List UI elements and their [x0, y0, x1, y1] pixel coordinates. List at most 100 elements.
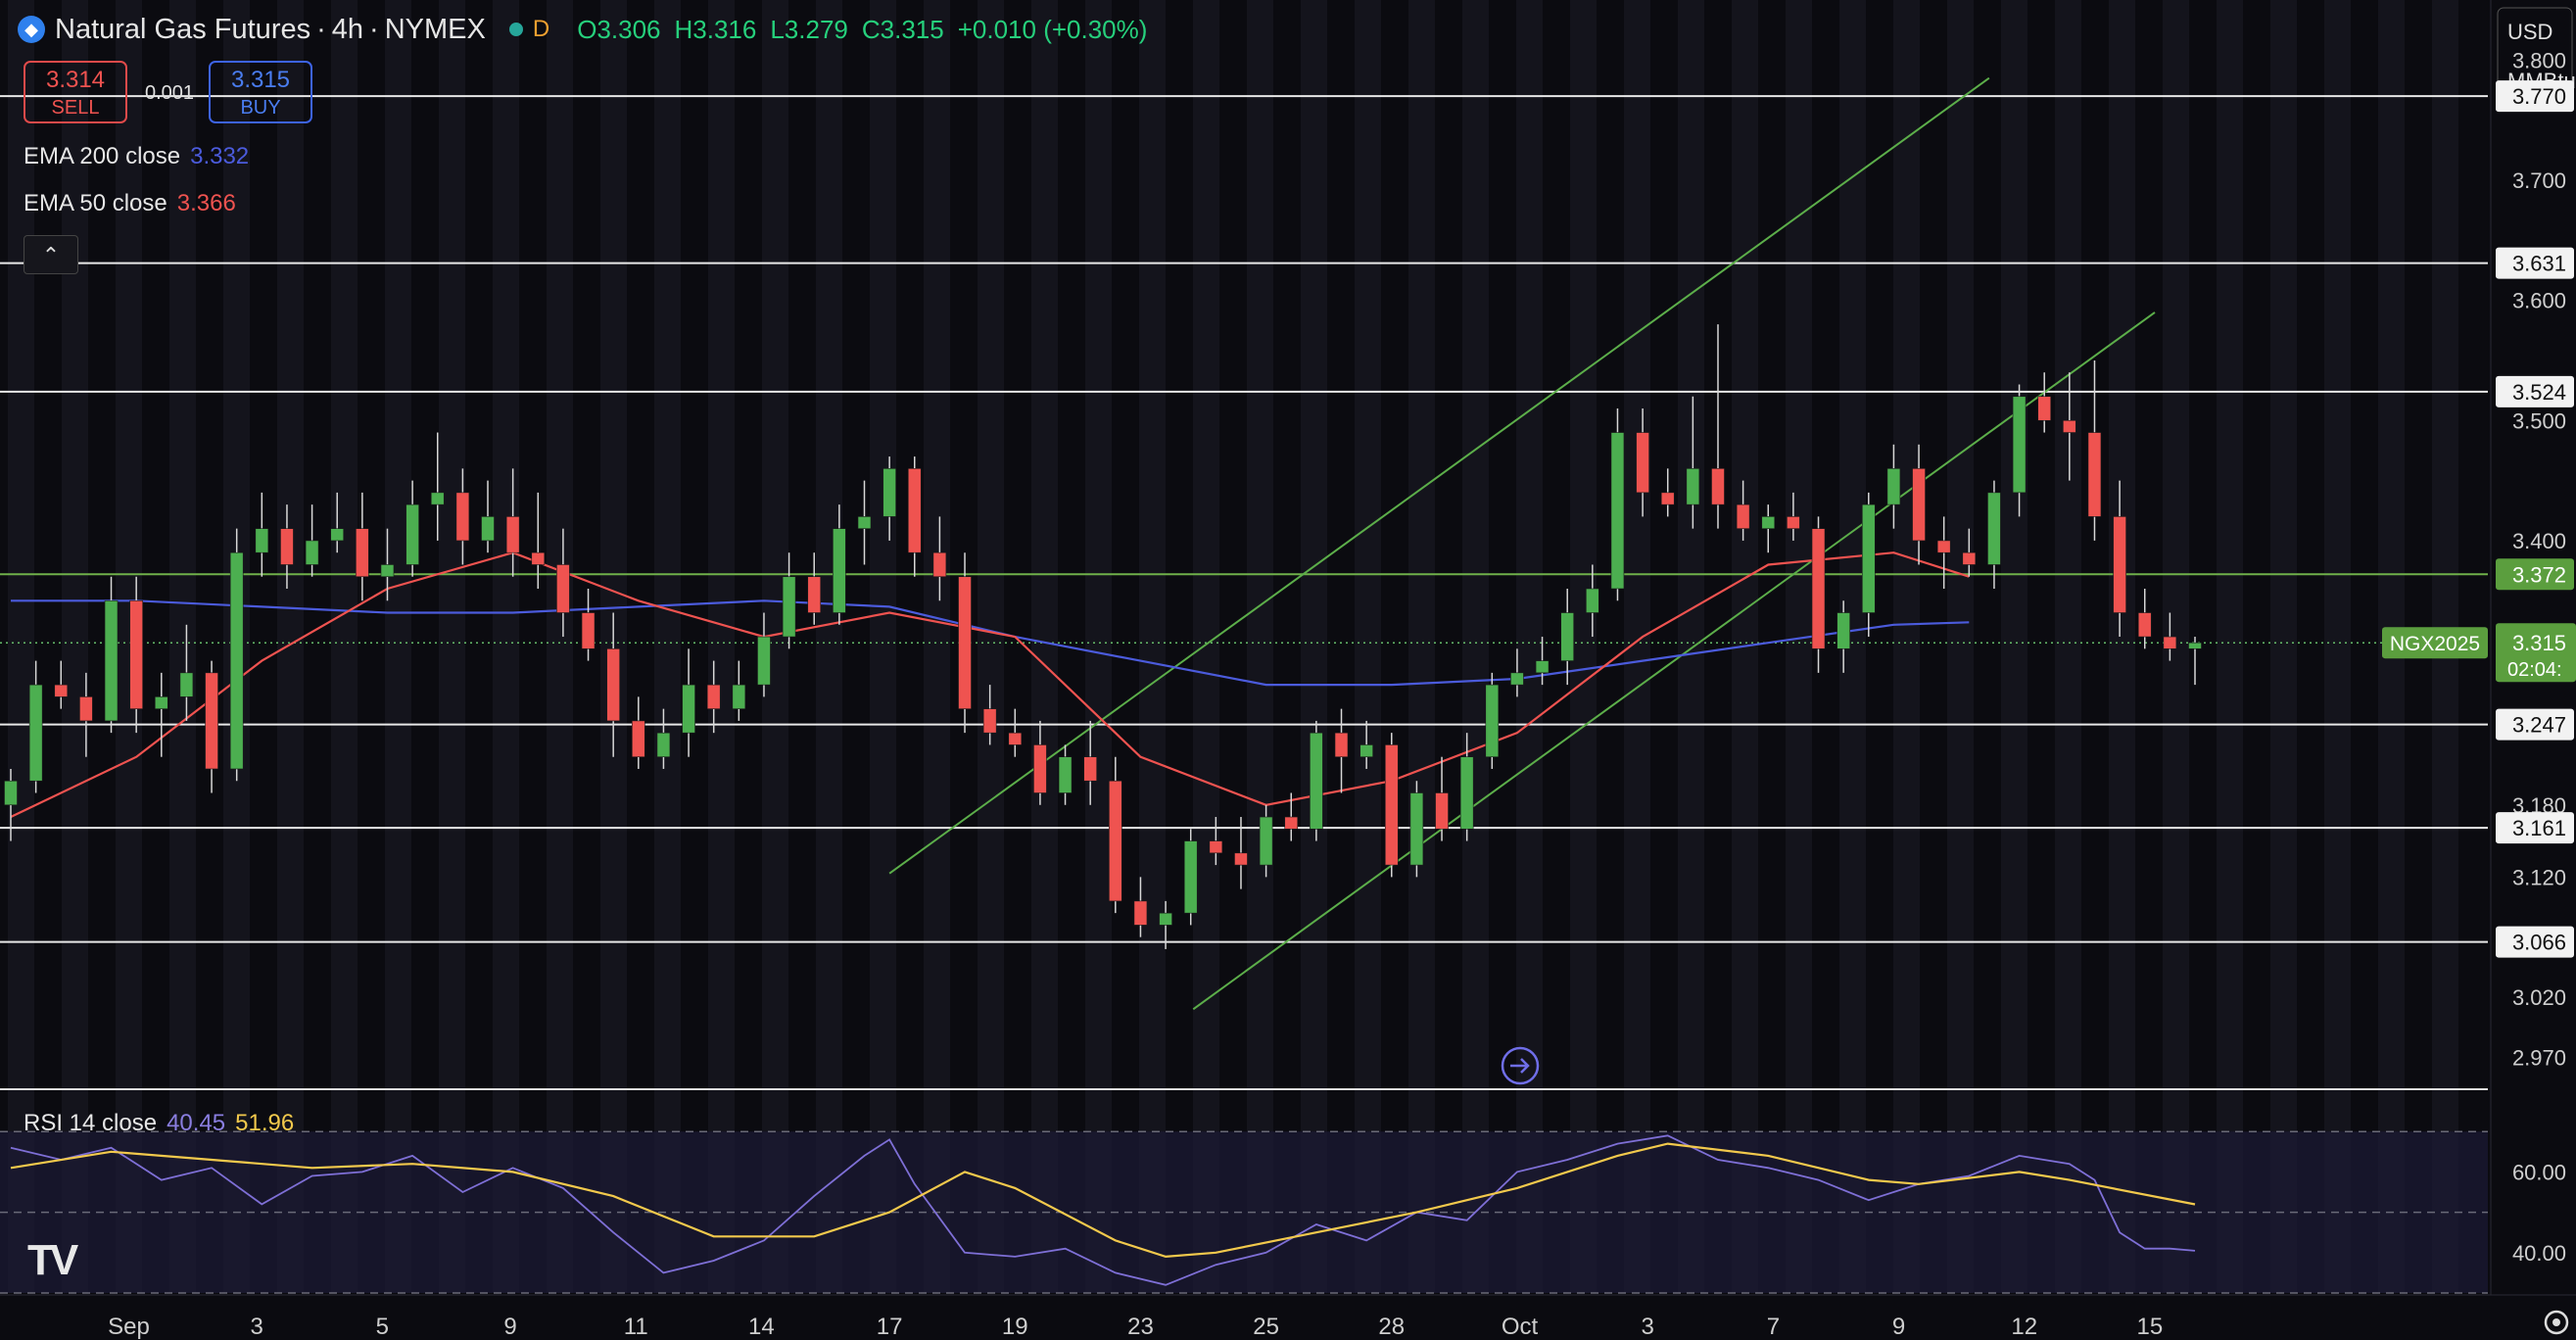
candle[interactable] — [1033, 720, 1047, 805]
candle[interactable] — [1761, 504, 1776, 553]
candle[interactable] — [1912, 444, 1926, 565]
candle[interactable] — [531, 492, 546, 589]
candle[interactable] — [2063, 372, 2076, 481]
candle[interactable] — [2037, 372, 2052, 433]
candle[interactable] — [581, 588, 596, 661]
channel-line[interactable] — [888, 76, 1990, 875]
candle[interactable] — [632, 696, 645, 769]
candle[interactable] — [807, 552, 822, 625]
candle[interactable] — [706, 660, 721, 734]
candle[interactable] — [1234, 817, 1248, 889]
candle[interactable] — [1711, 324, 1725, 529]
ema50-legend[interactable]: EMA 50 close 3.366 — [24, 190, 236, 217]
symbol-header[interactable]: ◆ Natural Gas Futures · 4h · NYMEX D O3.… — [18, 10, 1161, 49]
candle[interactable] — [229, 528, 244, 782]
candle[interactable] — [356, 492, 369, 601]
interval-label[interactable]: 4h — [331, 13, 364, 45]
candle[interactable] — [1586, 564, 1599, 638]
rsi-legend[interactable]: RSI 14 close 40.45 51.96 — [24, 1110, 294, 1137]
candle[interactable] — [907, 456, 922, 577]
candle[interactable] — [2163, 612, 2177, 661]
candle[interactable] — [1560, 588, 1574, 686]
candle[interactable] — [1936, 516, 1951, 589]
candle[interactable] — [2137, 588, 2152, 649]
candle[interactable] — [505, 468, 520, 577]
candle[interactable] — [1058, 744, 1073, 805]
candle[interactable] — [757, 612, 771, 697]
channel-line[interactable] — [1192, 311, 2156, 1011]
candle[interactable] — [1787, 492, 1800, 541]
candle[interactable] — [1209, 817, 1223, 866]
scroll-to-realtime-icon[interactable] — [1501, 1046, 1540, 1085]
candle[interactable] — [1485, 672, 1500, 769]
candle[interactable] — [1409, 781, 1424, 878]
candle[interactable] — [2188, 637, 2202, 686]
candle[interactable] — [2087, 359, 2102, 541]
candle[interactable] — [54, 660, 69, 709]
candle[interactable] — [1610, 408, 1625, 601]
candle[interactable] — [330, 492, 345, 553]
candle[interactable] — [305, 504, 319, 577]
buy-button[interactable]: 3.315 BUY — [209, 61, 312, 123]
candle[interactable] — [1334, 708, 1349, 793]
candle[interactable] — [1083, 720, 1097, 805]
candle[interactable] — [1686, 396, 1700, 529]
settings-gear-icon[interactable] — [2544, 1310, 2569, 1335]
candle[interactable] — [129, 576, 143, 734]
candle[interactable] — [556, 528, 570, 638]
candle[interactable] — [958, 552, 972, 734]
candle[interactable] — [1360, 720, 1373, 769]
candle[interactable] — [1435, 756, 1449, 841]
candle[interactable] — [883, 456, 896, 541]
ema200-legend[interactable]: EMA 200 close 3.332 — [24, 143, 249, 170]
candle[interactable] — [154, 672, 168, 757]
candle[interactable] — [1159, 900, 1172, 949]
candle[interactable] — [280, 504, 294, 589]
candle[interactable] — [656, 708, 671, 769]
candle[interactable] — [481, 480, 495, 553]
candle[interactable] — [104, 576, 119, 734]
candle[interactable] — [205, 660, 218, 793]
candle[interactable] — [1636, 408, 1649, 517]
candle[interactable] — [1008, 708, 1023, 757]
candle[interactable] — [255, 492, 269, 577]
candle[interactable] — [1837, 600, 1850, 673]
candle[interactable] — [1183, 829, 1198, 926]
candle[interactable] — [405, 480, 419, 577]
candle[interactable] — [606, 612, 620, 757]
candle[interactable] — [682, 648, 695, 757]
time-axis-bg[interactable] — [0, 1295, 2576, 1340]
candle[interactable] — [1109, 756, 1122, 914]
candle[interactable] — [2012, 384, 2027, 517]
candle[interactable] — [1660, 468, 1675, 517]
candle[interactable] — [782, 552, 796, 649]
candle[interactable] — [1962, 528, 1977, 577]
candle[interactable] — [1259, 804, 1273, 878]
candle[interactable] — [1987, 480, 2001, 589]
candle[interactable] — [1736, 480, 1750, 541]
candle[interactable] — [2113, 480, 2126, 638]
candle[interactable] — [1133, 877, 1148, 937]
candle[interactable] — [380, 528, 395, 601]
candle[interactable] — [4, 768, 18, 841]
sell-button[interactable]: 3.314 SELL — [24, 61, 127, 123]
candle[interactable] — [1459, 733, 1474, 841]
candle[interactable] — [857, 480, 872, 565]
candle[interactable] — [430, 432, 445, 541]
candle[interactable] — [1310, 720, 1323, 841]
candle[interactable] — [732, 660, 746, 721]
candle[interactable] — [982, 685, 997, 745]
candle[interactable] — [1384, 733, 1399, 878]
candle[interactable] — [455, 468, 470, 565]
candle[interactable] — [932, 516, 947, 601]
candle[interactable] — [1886, 444, 1901, 529]
candle[interactable] — [1284, 792, 1299, 841]
candle[interactable] — [79, 672, 93, 757]
candle[interactable] — [28, 660, 43, 793]
candle[interactable] — [1535, 637, 1550, 686]
candle[interactable] — [1861, 492, 1876, 638]
collapse-legend-button[interactable]: ⌃ — [24, 235, 78, 274]
candle[interactable] — [1811, 516, 1826, 673]
candle[interactable] — [1510, 648, 1524, 697]
